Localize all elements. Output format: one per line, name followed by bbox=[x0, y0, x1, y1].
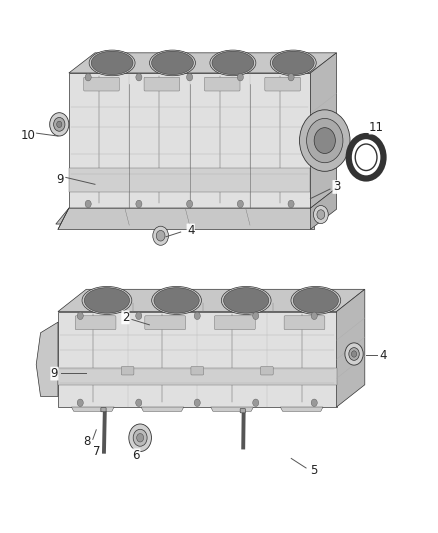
Circle shape bbox=[288, 200, 294, 208]
Circle shape bbox=[136, 312, 142, 319]
Circle shape bbox=[237, 200, 244, 208]
Text: 6: 6 bbox=[133, 449, 140, 462]
FancyBboxPatch shape bbox=[145, 316, 186, 329]
Circle shape bbox=[253, 312, 259, 319]
Circle shape bbox=[133, 429, 147, 446]
Circle shape bbox=[187, 200, 193, 208]
Text: 8: 8 bbox=[83, 435, 90, 448]
Polygon shape bbox=[141, 407, 184, 411]
FancyBboxPatch shape bbox=[215, 316, 255, 329]
Circle shape bbox=[136, 74, 142, 81]
Ellipse shape bbox=[291, 286, 341, 314]
Ellipse shape bbox=[84, 288, 130, 313]
FancyBboxPatch shape bbox=[265, 77, 300, 91]
Polygon shape bbox=[311, 188, 336, 229]
Circle shape bbox=[314, 128, 336, 154]
Circle shape bbox=[311, 399, 317, 407]
Circle shape bbox=[136, 200, 142, 208]
Text: 10: 10 bbox=[21, 128, 36, 141]
Ellipse shape bbox=[91, 51, 133, 75]
Polygon shape bbox=[58, 289, 365, 312]
Ellipse shape bbox=[210, 50, 256, 76]
Polygon shape bbox=[56, 208, 311, 224]
Circle shape bbox=[253, 399, 259, 407]
FancyBboxPatch shape bbox=[121, 367, 134, 375]
Circle shape bbox=[153, 226, 169, 245]
Text: 9: 9 bbox=[51, 367, 58, 380]
Circle shape bbox=[53, 117, 65, 131]
FancyBboxPatch shape bbox=[205, 77, 240, 91]
Circle shape bbox=[345, 343, 363, 365]
Circle shape bbox=[351, 351, 357, 357]
Circle shape bbox=[156, 230, 165, 241]
Circle shape bbox=[314, 206, 328, 223]
Text: 4: 4 bbox=[187, 224, 194, 237]
Ellipse shape bbox=[221, 286, 271, 314]
FancyBboxPatch shape bbox=[75, 316, 116, 329]
Polygon shape bbox=[69, 73, 311, 208]
Polygon shape bbox=[36, 322, 58, 397]
Polygon shape bbox=[280, 407, 323, 411]
FancyBboxPatch shape bbox=[144, 77, 180, 91]
Text: 9: 9 bbox=[56, 173, 64, 186]
Circle shape bbox=[288, 74, 294, 81]
Circle shape bbox=[129, 424, 152, 451]
Circle shape bbox=[77, 399, 83, 407]
Circle shape bbox=[137, 433, 144, 442]
Circle shape bbox=[317, 210, 325, 219]
Circle shape bbox=[349, 348, 359, 360]
Polygon shape bbox=[336, 289, 365, 407]
Circle shape bbox=[49, 112, 69, 136]
FancyBboxPatch shape bbox=[191, 367, 204, 375]
Text: 2: 2 bbox=[122, 311, 129, 324]
Polygon shape bbox=[211, 407, 253, 411]
Ellipse shape bbox=[82, 286, 132, 314]
Circle shape bbox=[194, 399, 200, 407]
Circle shape bbox=[57, 121, 62, 127]
Polygon shape bbox=[58, 208, 315, 229]
Polygon shape bbox=[58, 312, 336, 407]
Ellipse shape bbox=[152, 286, 201, 314]
Ellipse shape bbox=[89, 50, 135, 76]
Circle shape bbox=[300, 110, 350, 171]
Circle shape bbox=[194, 312, 200, 319]
Circle shape bbox=[237, 74, 244, 81]
FancyBboxPatch shape bbox=[84, 77, 119, 91]
FancyBboxPatch shape bbox=[240, 409, 245, 413]
Ellipse shape bbox=[272, 51, 314, 75]
Polygon shape bbox=[58, 368, 336, 385]
Text: 11: 11 bbox=[369, 121, 384, 134]
Ellipse shape bbox=[270, 50, 316, 76]
Polygon shape bbox=[69, 53, 336, 73]
Circle shape bbox=[136, 399, 142, 407]
Text: 3: 3 bbox=[333, 181, 340, 193]
Text: 5: 5 bbox=[310, 464, 318, 477]
FancyBboxPatch shape bbox=[261, 367, 273, 375]
Polygon shape bbox=[71, 407, 114, 411]
Polygon shape bbox=[69, 167, 311, 192]
Ellipse shape bbox=[293, 288, 339, 313]
Ellipse shape bbox=[154, 288, 199, 313]
FancyBboxPatch shape bbox=[284, 316, 325, 329]
Circle shape bbox=[311, 312, 317, 319]
Circle shape bbox=[187, 74, 193, 81]
Circle shape bbox=[85, 200, 91, 208]
Polygon shape bbox=[311, 53, 336, 208]
Ellipse shape bbox=[223, 288, 269, 313]
Ellipse shape bbox=[149, 50, 195, 76]
Circle shape bbox=[307, 118, 343, 163]
Ellipse shape bbox=[152, 51, 193, 75]
Ellipse shape bbox=[212, 51, 254, 75]
Circle shape bbox=[85, 74, 91, 81]
Text: 4: 4 bbox=[380, 349, 387, 361]
FancyBboxPatch shape bbox=[101, 408, 106, 412]
Text: 7: 7 bbox=[93, 445, 101, 457]
Circle shape bbox=[77, 312, 83, 319]
